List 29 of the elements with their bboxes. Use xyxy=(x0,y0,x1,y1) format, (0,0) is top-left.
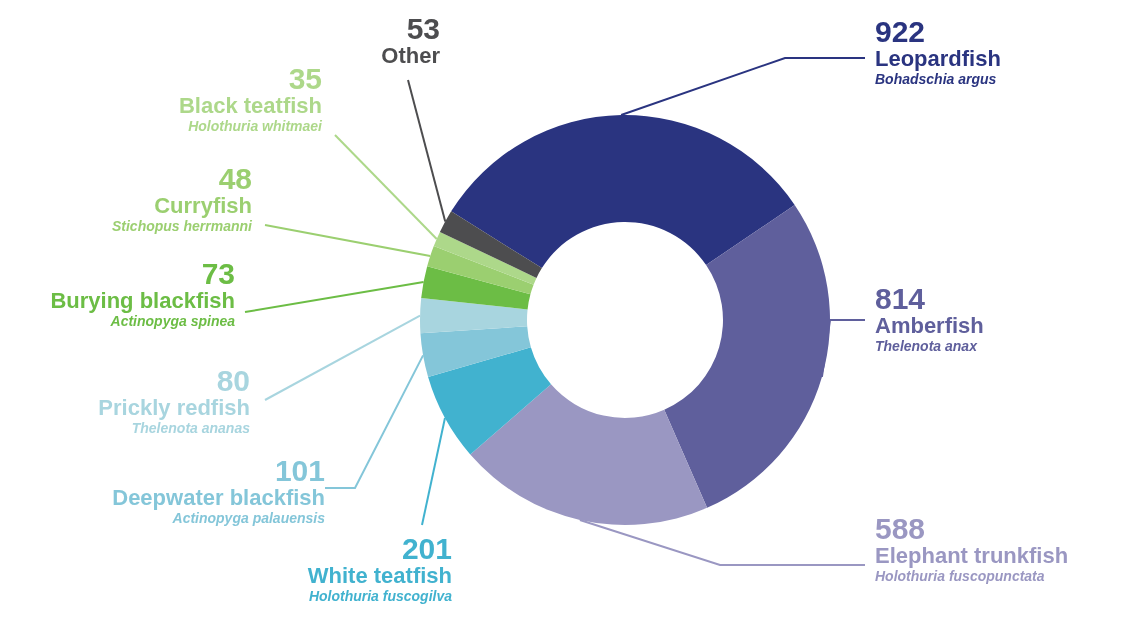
text: Holothuria fuscopunctata xyxy=(875,568,1045,584)
slice-label: Amberfish xyxy=(875,312,984,338)
data-label: 814 xyxy=(875,281,926,315)
text: Stichopus herrmanni xyxy=(111,218,254,234)
text: Holothuria whitmaei xyxy=(188,118,324,134)
slice-label: Leopardfish xyxy=(875,45,1001,71)
slice-label: Deepwater blackfish xyxy=(112,484,325,510)
slice-label: Curryfish xyxy=(154,192,252,218)
slice-label: Elephant trunkfish xyxy=(875,542,1069,568)
text: Bohadschia argus xyxy=(875,71,997,87)
text: Actinopyga spinea xyxy=(109,313,236,329)
data-label: 201 xyxy=(401,531,452,565)
data-label: 73 xyxy=(201,256,235,290)
slice-label: Burying blackfish xyxy=(50,287,235,313)
data-label: 922 xyxy=(875,14,926,48)
slice-label: Prickly redfish xyxy=(98,394,250,420)
slice-label: Other xyxy=(381,42,441,68)
data-label: 101 xyxy=(274,453,325,487)
data-label: 35 xyxy=(288,61,322,95)
data-label: 53 xyxy=(406,11,440,45)
slice-label: Black teatfish xyxy=(178,92,322,118)
data-label: 588 xyxy=(875,511,926,545)
slice-label: White teatfish xyxy=(307,562,452,588)
data-label: 48 xyxy=(218,161,252,195)
text: Thelenota anax xyxy=(875,338,979,354)
data-label: 80 xyxy=(216,363,250,397)
text: Actinopyga palauensis xyxy=(171,510,326,526)
text: Thelenota ananas xyxy=(131,420,251,436)
text: Holothuria fuscogilva xyxy=(308,588,453,604)
